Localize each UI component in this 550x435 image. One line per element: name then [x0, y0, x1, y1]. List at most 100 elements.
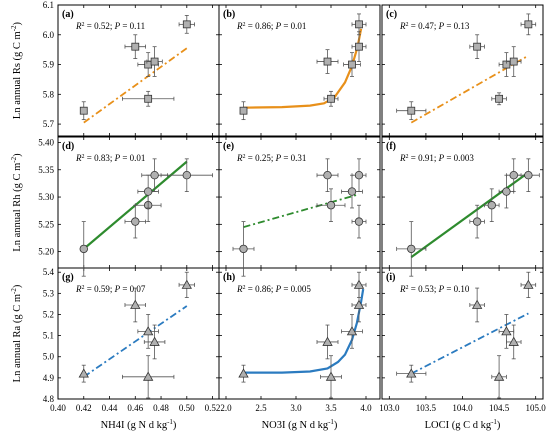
- y-tick-label: 5.3: [43, 288, 55, 298]
- panel-i: (i) R2 = 0.53; P = 0.10: [386, 271, 537, 399]
- marker-square: [150, 57, 159, 66]
- x-tick-label: 2.5: [255, 403, 267, 413]
- marker-square: [323, 57, 332, 66]
- x-axis-title: LOCI (g C d kg-1): [425, 418, 501, 431]
- data-point: [506, 324, 522, 360]
- y-tick-label: 5.8: [43, 89, 55, 99]
- marker-circle: [79, 244, 88, 254]
- y-tick-label: 4.9: [43, 373, 55, 383]
- data-point: [396, 101, 427, 121]
- panel-label: (d): [62, 141, 74, 152]
- data-point: [516, 158, 540, 192]
- data-point: [124, 204, 146, 239]
- data-point: [469, 204, 485, 239]
- x-tick-label: 0.44: [102, 403, 118, 413]
- marker-square: [327, 94, 335, 103]
- panel-frame: [218, 4, 381, 137]
- marker-circle: [150, 171, 159, 180]
- fit-line: [243, 288, 365, 374]
- x-tick-label: 0.50: [179, 403, 195, 413]
- marker-square: [239, 106, 248, 115]
- marker-square: [131, 42, 140, 51]
- data-point: [124, 287, 146, 323]
- data-point: [316, 158, 339, 192]
- panel-label: (a): [62, 9, 74, 20]
- marker-circle: [524, 171, 533, 180]
- data-point: [146, 46, 163, 77]
- data-point: [178, 271, 195, 298]
- marker-triangle: [78, 368, 89, 378]
- stat-label: R2 = 0.59; P = 0.07: [75, 284, 146, 294]
- data-point: [351, 31, 367, 62]
- marker-triangle: [142, 326, 154, 336]
- stat-label: R2 = 0.25; P = 0.31: [236, 153, 306, 163]
- fit-line: [410, 54, 529, 124]
- y-tick-label: 4.8: [43, 394, 55, 404]
- data-point: [351, 158, 367, 192]
- data-point: [498, 174, 515, 209]
- y-tick-label: 6.0: [43, 30, 55, 40]
- stat-label: R2 = 0.47; P = 0.13: [399, 21, 470, 31]
- marker-circle: [407, 244, 416, 254]
- data-point: [520, 13, 537, 36]
- data-point: [396, 221, 427, 277]
- data-point: [491, 355, 507, 399]
- marker-triangle: [149, 336, 160, 346]
- x-tick-label: 4.0: [360, 403, 372, 413]
- y-axis-title: Ln annual Ra (g C m-2): [10, 284, 23, 382]
- marker-square: [182, 20, 191, 29]
- panel-label: (e): [223, 141, 234, 152]
- x-tick-label: 0.52: [205, 403, 221, 413]
- marker-circle: [354, 171, 364, 180]
- marker-square: [144, 60, 153, 69]
- marker-circle: [239, 244, 248, 254]
- y-tick-label: 5.9: [43, 60, 55, 70]
- data-point: [122, 90, 175, 107]
- y-axis-title: Ln annual Rs (g C m-2): [10, 21, 23, 119]
- x-axis-title: NO3I (g N d kg-1): [262, 418, 338, 431]
- marker-triangle: [493, 371, 505, 381]
- y-tick-label: 5.2: [43, 309, 54, 319]
- panel-e: (e)R2 = 0.25; P = 0.31: [223, 141, 367, 277]
- data-point: [137, 314, 159, 349]
- data-point: [506, 158, 522, 192]
- fit-line: [243, 193, 360, 228]
- panel-g: (g)R2 = 0.59; P = 0.07: [62, 271, 195, 399]
- stat-label: R2 = 0.86; P = 0.005: [236, 284, 311, 294]
- data-point: [316, 49, 339, 74]
- y-tick-label: 5.1: [43, 331, 54, 341]
- panel-c: (c)R2 = 0.47; P = 0.13: [386, 9, 537, 124]
- marker-square: [524, 20, 533, 29]
- marker-triangle: [130, 299, 141, 309]
- data-point: [178, 15, 195, 34]
- marker-circle: [326, 201, 336, 210]
- x-tick-label: 0.40: [50, 403, 66, 413]
- data-point: [320, 355, 342, 399]
- stat-label: R2 = 0.53; P = 0.10: [399, 284, 470, 294]
- data-point: [343, 52, 361, 77]
- data-point: [239, 101, 248, 121]
- fit-line: [83, 305, 188, 378]
- marker-circle: [354, 217, 364, 226]
- x-tick-label: 103.0: [379, 403, 400, 413]
- marker-triangle: [322, 336, 333, 346]
- y-tick-label: 5.20: [38, 247, 54, 257]
- panel-h: (h)R2 = 0.86; P = 0.005: [223, 271, 367, 399]
- y-tick-label: 6.1: [43, 0, 54, 10]
- marker-square: [509, 57, 518, 66]
- data-point: [316, 188, 346, 223]
- panel-b: (b)R2 = 0.86; P = 0.01: [223, 9, 367, 121]
- marker-circle: [472, 217, 482, 226]
- data-point: [232, 221, 255, 277]
- marker-circle: [509, 171, 518, 180]
- data-point: [143, 324, 166, 360]
- stat-label: R2 = 0.86; P = 0.01: [236, 21, 306, 31]
- data-point: [341, 174, 363, 209]
- y-tick-label: 5.35: [38, 165, 54, 175]
- data-point: [469, 34, 485, 59]
- panel-label: (f): [386, 141, 396, 152]
- y-tick-label: 5.7: [43, 119, 55, 129]
- y-tick-label: 5.25: [38, 219, 54, 229]
- y-axis-title: Ln annual Rh (g C m-2): [10, 153, 23, 252]
- marker-triangle: [508, 336, 519, 346]
